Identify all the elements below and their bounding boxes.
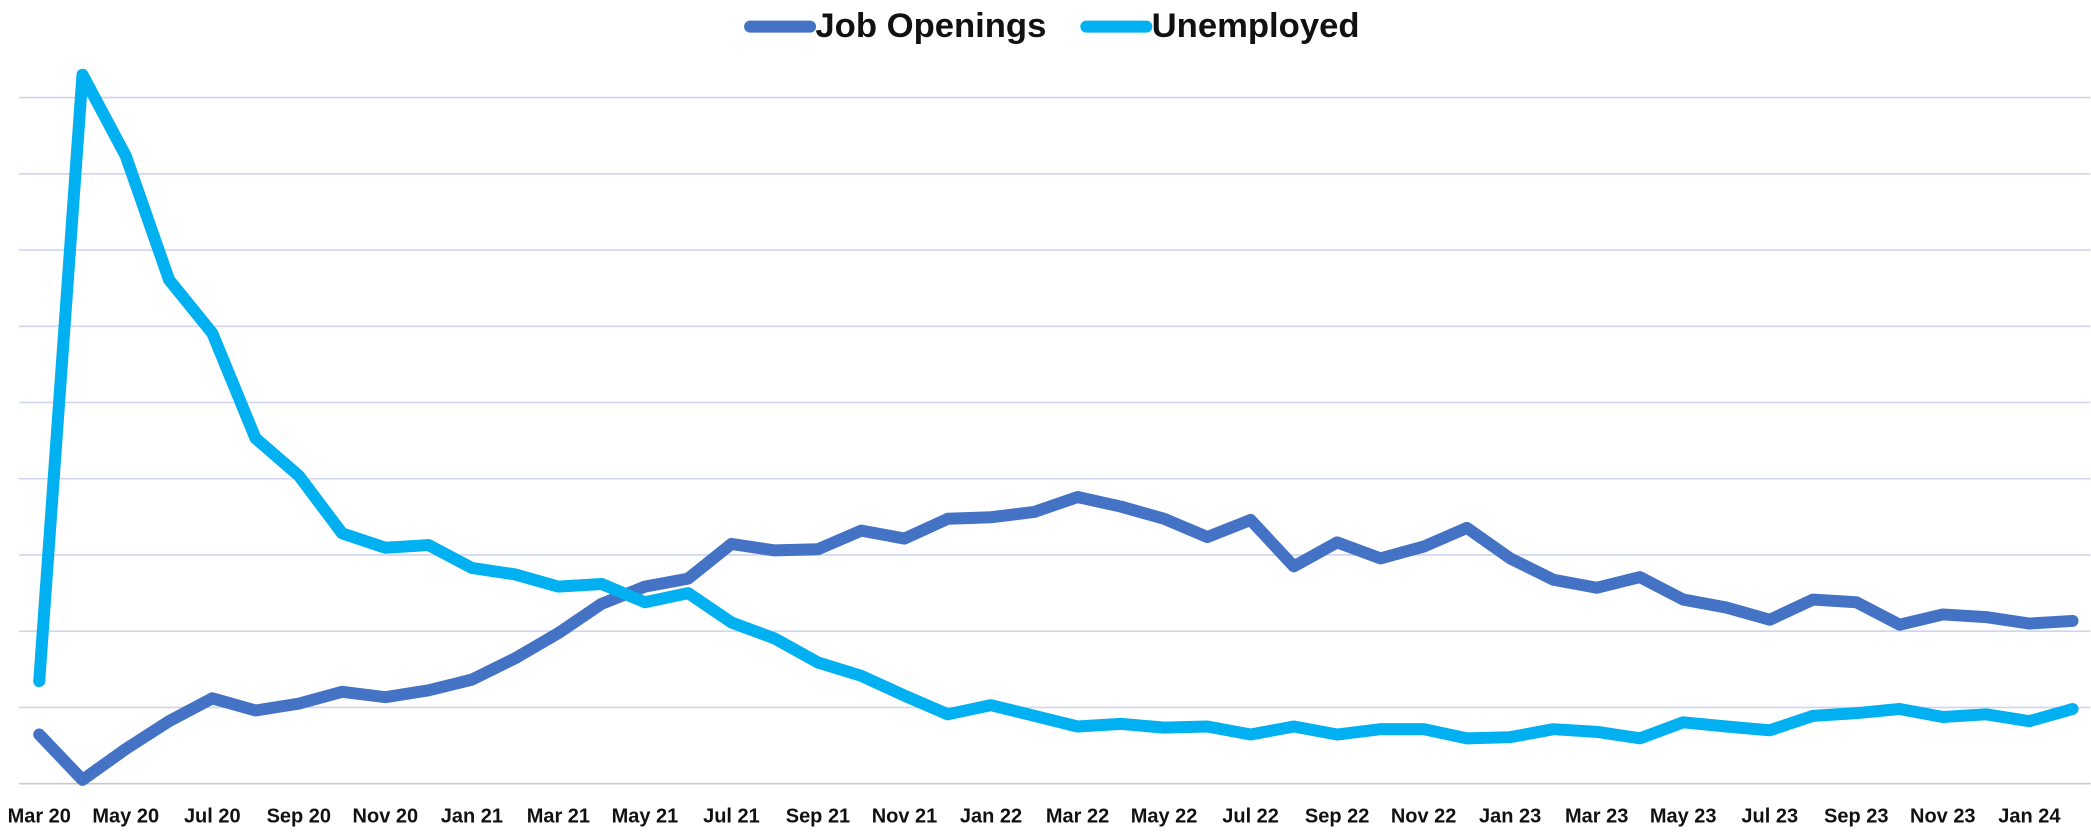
x-tick-label: Mar 23 (1565, 805, 1628, 827)
x-tick-label: Nov 20 (353, 805, 419, 827)
x-tick-label: Nov 21 (872, 805, 938, 827)
x-tick-label: Jul 21 (703, 805, 760, 827)
x-tick-label: Nov 23 (1910, 805, 1976, 827)
x-tick-label: Jan 21 (441, 805, 503, 827)
x-tick-label: Jan 22 (960, 805, 1022, 827)
x-tick-label: Sep 22 (1305, 805, 1369, 827)
x-tick-label: May 23 (1650, 805, 1717, 827)
x-tick-label: Mar 22 (1046, 805, 1109, 827)
x-tick-label: Jan 24 (1998, 805, 2060, 827)
x-tick-label: Jul 20 (184, 805, 241, 827)
x-tick-label: Mar 21 (527, 805, 590, 827)
x-tick-label: Mar 20 (8, 805, 71, 827)
x-tick-label: Sep 20 (267, 805, 331, 827)
line-series (33, 68, 2079, 745)
x-tick-label: Jul 23 (1741, 805, 1798, 827)
x-tick-label: Jan 23 (1479, 805, 1541, 827)
x-tick-label: Sep 23 (1824, 805, 1888, 827)
x-tick-label: May 21 (612, 805, 679, 827)
x-tick-label: Sep 21 (786, 805, 850, 827)
x-tick-label: Jul 22 (1222, 805, 1279, 827)
legend-label: Job Openings (815, 7, 1046, 45)
x-tick-label: May 22 (1131, 805, 1198, 827)
legend-label: Unemployed (1152, 7, 1360, 45)
line-series (33, 491, 2079, 786)
x-tick-label: Nov 22 (1391, 805, 1457, 827)
x-tick-label: May 20 (92, 805, 159, 827)
